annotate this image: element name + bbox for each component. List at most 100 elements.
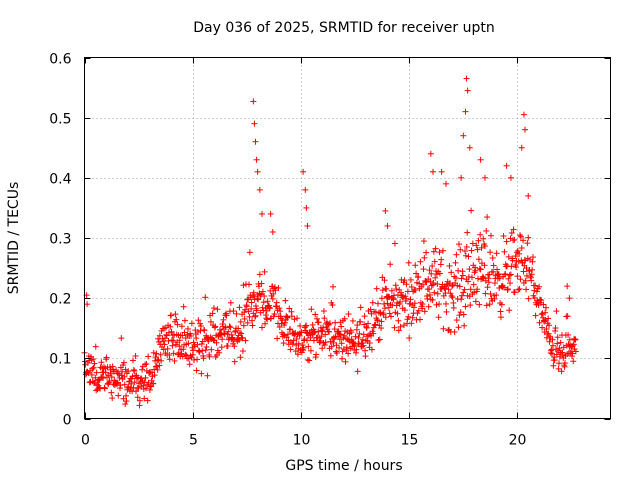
data-point <box>256 186 263 193</box>
data-point <box>564 283 571 290</box>
data-point <box>560 344 567 351</box>
data-point <box>538 311 545 318</box>
data-point <box>276 324 283 331</box>
data-point <box>322 339 329 346</box>
data-point <box>432 274 439 281</box>
data-point <box>554 340 561 347</box>
data-point <box>141 379 148 386</box>
data-point <box>302 186 309 193</box>
y-tick-label: 0.2 <box>49 292 71 308</box>
data-point <box>128 380 135 387</box>
data-point <box>395 327 402 334</box>
data-point <box>430 168 437 175</box>
data-point <box>460 289 467 296</box>
data-point <box>142 374 149 381</box>
data-point <box>375 300 382 307</box>
data-point <box>142 361 149 368</box>
data-point <box>353 346 360 353</box>
data-point <box>125 368 132 375</box>
data-point <box>507 174 514 181</box>
data-point <box>236 329 243 336</box>
data-point <box>206 353 213 360</box>
data-point <box>259 288 266 295</box>
data-point <box>173 316 180 323</box>
data-point <box>341 315 348 322</box>
data-point <box>443 308 450 315</box>
data-point <box>93 369 100 376</box>
data-point <box>557 339 564 346</box>
x-tick-label: 10 <box>293 433 311 449</box>
data-point <box>460 132 467 139</box>
data-point <box>181 317 188 324</box>
data-point <box>415 273 422 280</box>
data-point <box>139 366 146 373</box>
data-point <box>430 248 437 255</box>
data-point <box>276 305 283 312</box>
data-point <box>473 242 480 249</box>
data-point <box>505 253 512 260</box>
data-point <box>468 247 475 254</box>
data-point <box>170 337 177 344</box>
data-point <box>484 284 491 291</box>
data-point <box>289 340 296 347</box>
data-point <box>525 192 532 199</box>
data-point <box>330 339 337 346</box>
data-point <box>151 372 158 379</box>
data-point <box>258 324 265 331</box>
data-point <box>336 344 343 351</box>
data-point <box>214 306 221 313</box>
data-point <box>354 368 361 375</box>
data-point <box>457 309 464 316</box>
data-point <box>480 235 487 242</box>
data-point <box>496 275 503 282</box>
data-point <box>255 283 262 290</box>
data-point <box>134 394 141 401</box>
data-point <box>187 332 194 339</box>
data-point <box>520 111 527 118</box>
data-point <box>291 330 298 337</box>
data-point <box>420 238 427 245</box>
data-point <box>242 306 249 313</box>
data-point <box>514 273 521 280</box>
data-point <box>510 226 517 233</box>
data-point <box>234 335 241 342</box>
data-point <box>507 280 514 287</box>
data-point <box>286 305 293 312</box>
data-point <box>449 283 456 290</box>
data-point <box>475 237 482 244</box>
x-tick-label: 15 <box>401 433 419 449</box>
data-point <box>193 335 200 342</box>
data-point <box>457 246 464 253</box>
data-point <box>531 294 538 301</box>
data-point <box>366 340 373 347</box>
data-point <box>307 347 314 354</box>
data-point <box>487 290 494 297</box>
data-point <box>282 297 289 304</box>
data-point <box>517 232 524 239</box>
data-point <box>528 277 535 284</box>
data-point <box>471 289 478 296</box>
data-point <box>433 301 440 308</box>
data-point <box>431 289 438 296</box>
data-point <box>463 243 470 250</box>
data-point <box>501 248 508 255</box>
data-point <box>310 337 317 344</box>
data-point <box>391 324 398 331</box>
data-point <box>388 313 395 320</box>
data-point <box>404 288 411 295</box>
data-point <box>113 366 120 373</box>
data-point <box>220 323 227 330</box>
data-point <box>199 347 206 354</box>
data-point <box>168 312 175 319</box>
data-point <box>484 214 491 221</box>
data-point <box>167 323 174 330</box>
data-point <box>157 351 164 358</box>
data-point <box>136 397 143 404</box>
data-point <box>142 385 149 392</box>
data-point <box>258 210 265 217</box>
data-point <box>299 342 306 349</box>
data-point <box>420 266 427 273</box>
data-point <box>490 268 497 275</box>
data-point <box>303 322 310 329</box>
data-point <box>477 156 484 163</box>
